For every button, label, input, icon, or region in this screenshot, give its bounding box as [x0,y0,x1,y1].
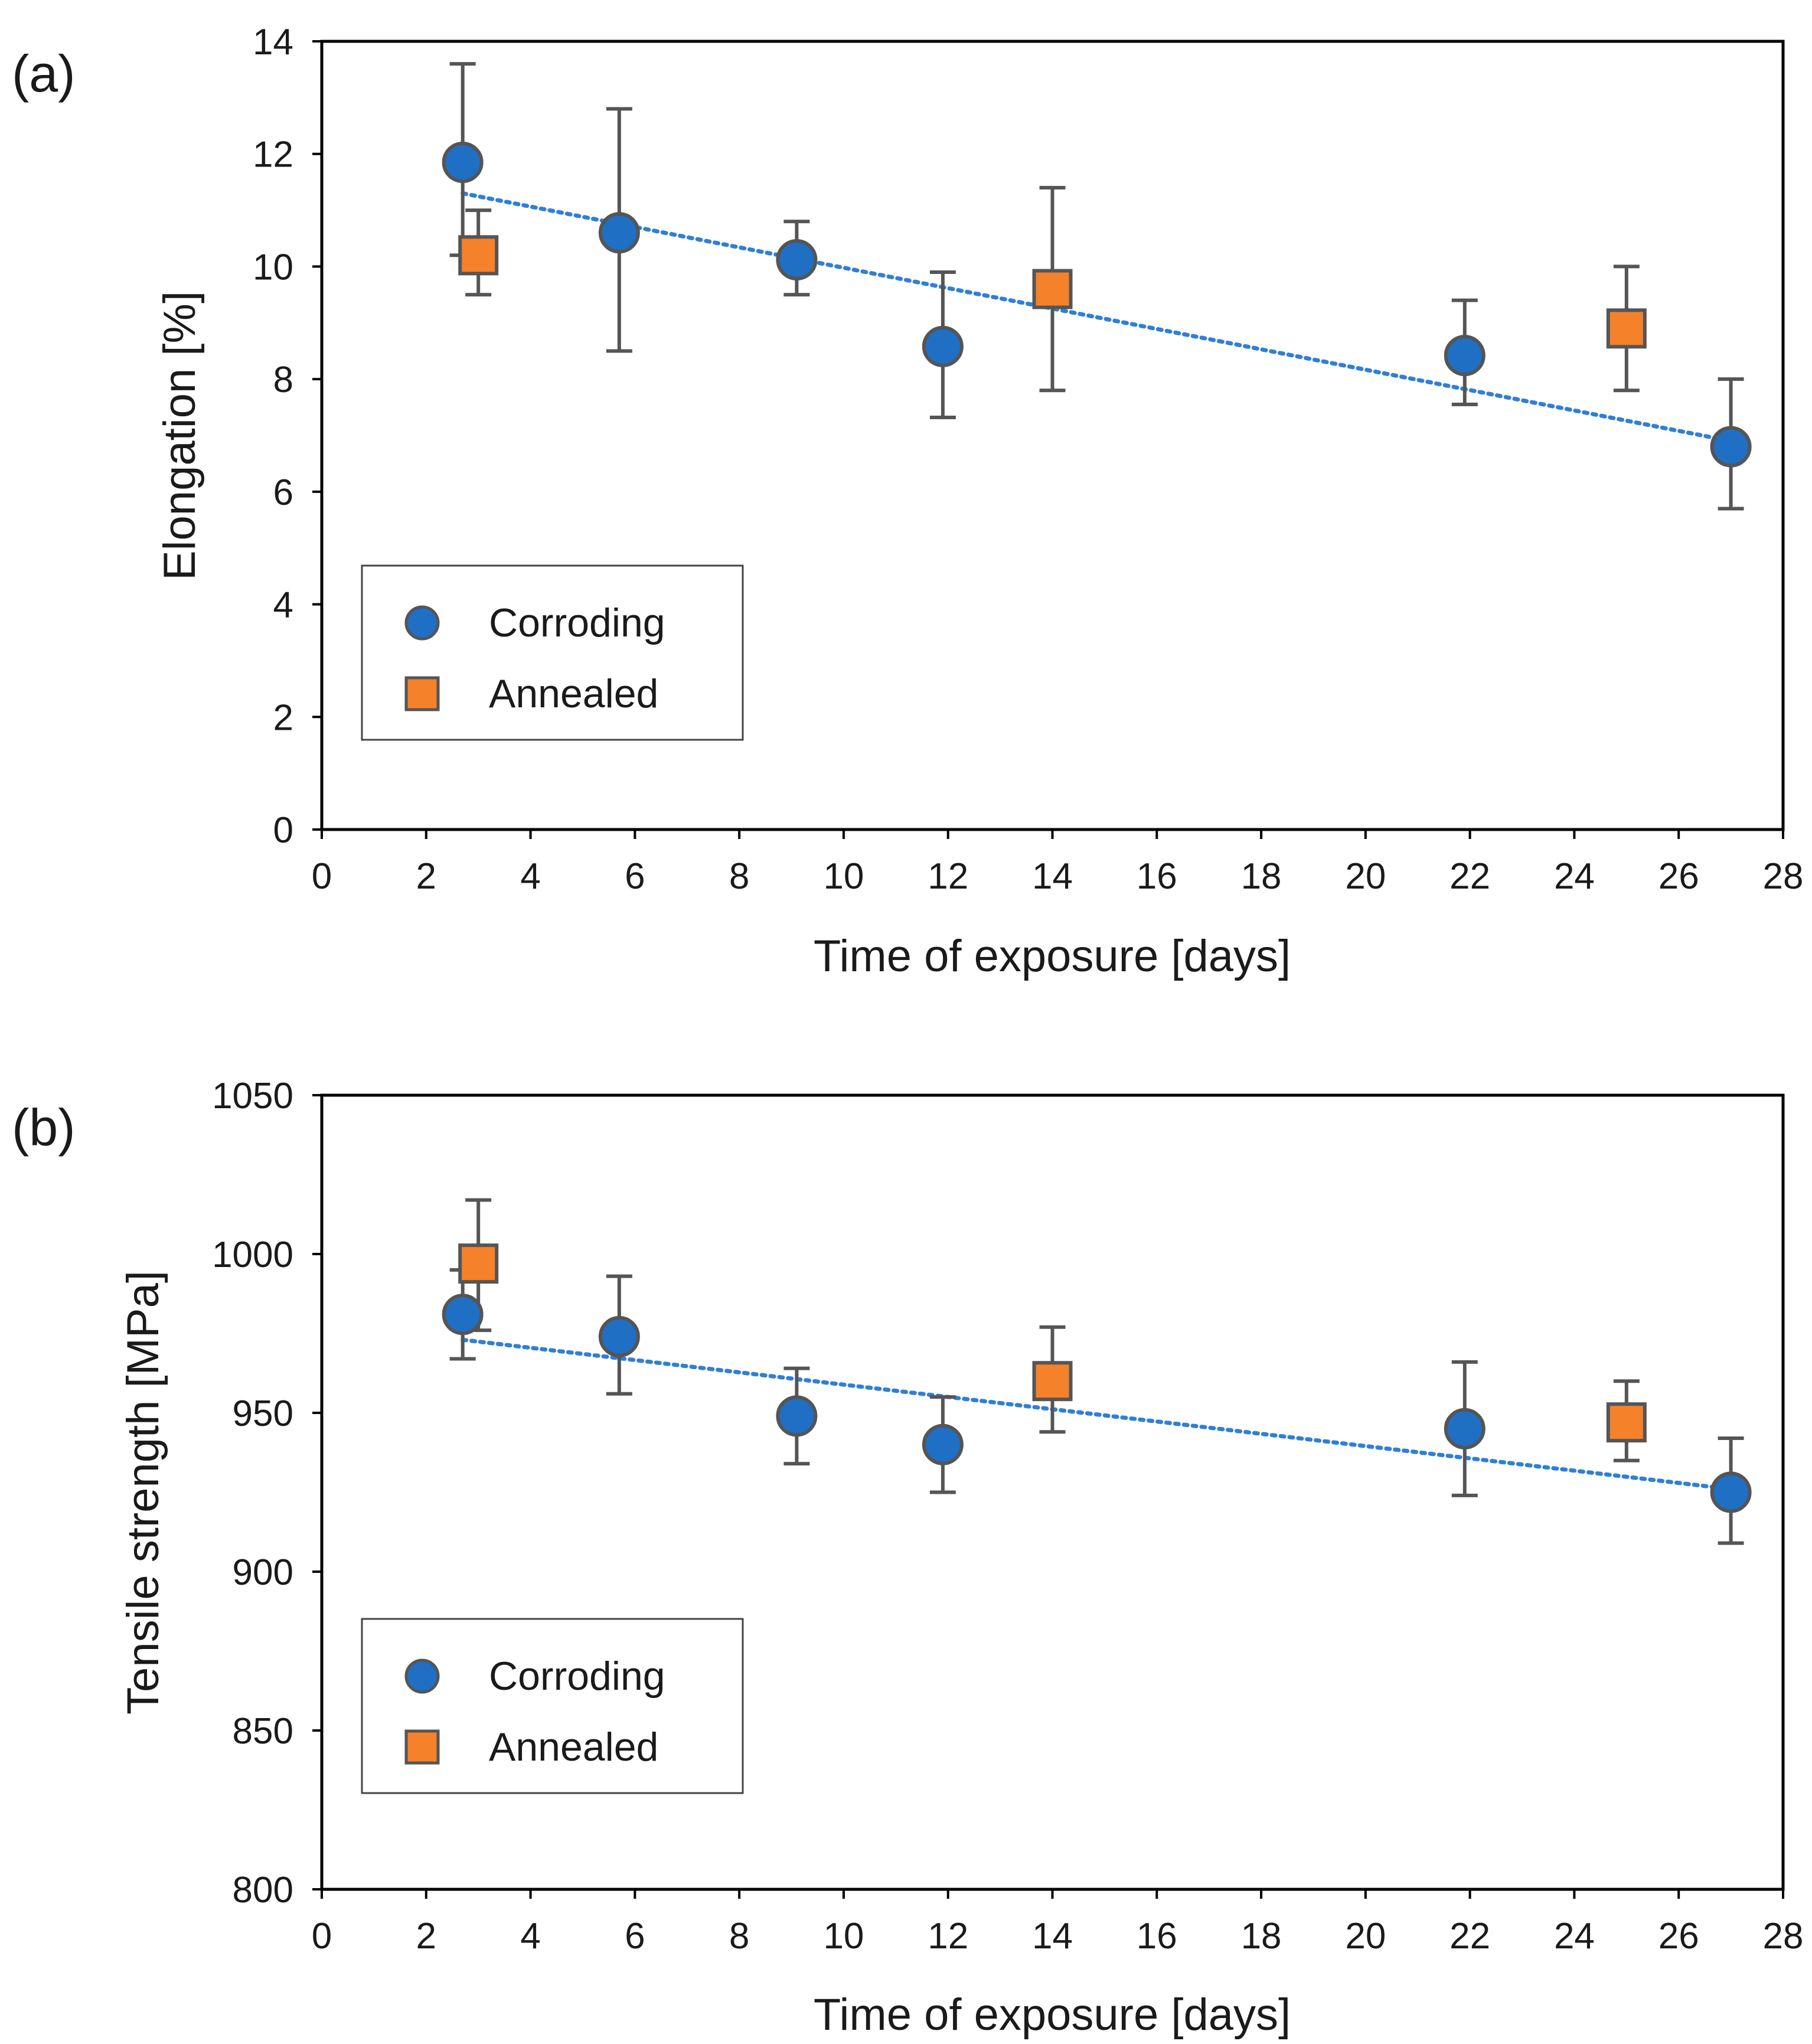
y-tick-label: 10 [253,247,293,288]
x-tick-label: 18 [1241,856,1282,897]
x-tick-label: 6 [625,1916,645,1957]
point-annealed [1606,308,1647,349]
x-tick-label: 12 [928,856,968,897]
x-tick-label: 0 [312,1916,332,1957]
x-tick-label: 4 [520,1916,540,1957]
errorbars-a [449,62,1744,511]
x-ticks-b: 0 2 4 6 8 10 12 14 16 18 20 22 24 26 28 [312,1889,1804,1957]
y-ticks-b: 800 850 900 950 1000 1050 [212,1076,322,1911]
legend-marker-corroding-b [404,1658,440,1694]
y-tick-label: 800 [233,1870,293,1911]
legend-marker-annealed-a [404,676,440,711]
point-annealed [458,1243,499,1284]
legend-b: Corroding Annealed [361,1618,744,1794]
x-tick-label: 12 [928,1916,968,1957]
y-tick-label: 6 [273,472,293,513]
x-tick-label: 14 [1032,856,1073,897]
x-axis-title-b: Time of exposure [days] [814,1990,1291,2040]
y-tick-label: 4 [273,585,293,626]
x-tick-label: 8 [729,856,749,897]
y-ticks-a: 0 2 4 6 8 10 12 14 [253,22,322,851]
y-tick-label: 1000 [212,1235,293,1275]
x-tick-label: 16 [1137,856,1177,897]
errorbars-b [449,1198,1744,1545]
x-tick-label: 4 [520,856,540,897]
point-annealed [1606,1402,1647,1443]
point-corroding [598,1315,640,1357]
x-tick-label: 20 [1345,856,1386,897]
x-tick-label: 14 [1032,1916,1073,1957]
trendline-group-a [461,191,1733,443]
x-tick-label: 24 [1554,856,1595,897]
y-tick-label: 14 [253,22,293,63]
point-corroding [1710,426,1752,468]
y-axis-title-b: Tensile strength [MPa] [118,1271,168,1715]
legend-label-corroding-b: Corroding [489,1654,665,1699]
markers-b [442,1243,1752,1513]
x-tick-label: 8 [729,1916,749,1957]
x-tick-label: 2 [416,1916,436,1957]
x-tick-label: 22 [1449,1916,1490,1957]
legend-a: Corroding Annealed [361,564,744,741]
x-tick-label: 16 [1137,1916,1177,1957]
point-corroding [1710,1471,1752,1513]
legend-marker-corroding-a [404,605,440,641]
panel-label-a: (a) [12,44,76,103]
point-annealed [458,235,499,276]
x-tick-label: 22 [1449,856,1490,897]
point-corroding [442,142,484,184]
x-tick-label: 10 [823,856,864,897]
legend-label-corroding-a: Corroding [489,600,665,645]
point-annealed [1032,1361,1073,1402]
y-tick-label: 0 [273,810,293,851]
x-axis-title-a: Time of exposure [days] [814,931,1291,981]
legend-marker-annealed-b [404,1729,440,1765]
markers-a [442,142,1752,468]
point-corroding [922,325,964,367]
y-tick-label: 1050 [212,1076,293,1116]
x-tick-label: 18 [1241,1916,1282,1957]
x-tick-label: 24 [1554,1916,1595,1957]
point-corroding [922,1423,964,1465]
point-corroding [776,239,818,280]
x-tick-label: 28 [1763,1916,1804,1957]
x-tick-label: 26 [1658,856,1699,897]
x-ticks-a: 0 2 4 6 8 10 12 14 16 18 20 22 24 26 28 [312,830,1804,897]
point-corroding [598,212,640,254]
x-tick-label: 10 [823,1916,864,1957]
trendline-group-b [461,1337,1733,1491]
x-tick-label: 0 [312,856,332,897]
x-tick-label: 20 [1345,1916,1386,1957]
y-axis-title-a: Elongation [%] [155,291,205,580]
trendline-corroding [461,191,1733,443]
point-annealed [1032,269,1073,309]
trendline-corroding [461,1337,1733,1491]
x-tick-label: 6 [625,856,645,897]
y-tick-label: 8 [273,360,293,400]
point-corroding [1444,335,1485,377]
point-corroding [1444,1408,1485,1449]
x-tick-label: 26 [1658,1916,1699,1957]
panel-label-b: (b) [12,1098,76,1157]
point-corroding [776,1395,818,1437]
y-tick-label: 950 [233,1393,293,1434]
y-tick-label: 900 [233,1552,293,1593]
legend-label-annealed-a: Annealed [489,671,658,716]
y-tick-label: 2 [273,697,293,738]
x-tick-label: 2 [416,856,436,897]
x-tick-label: 28 [1763,856,1804,897]
y-tick-label: 850 [233,1711,293,1752]
legend-label-annealed-b: Annealed [489,1725,658,1769]
y-tick-label: 12 [253,135,293,175]
point-corroding [442,1294,484,1336]
